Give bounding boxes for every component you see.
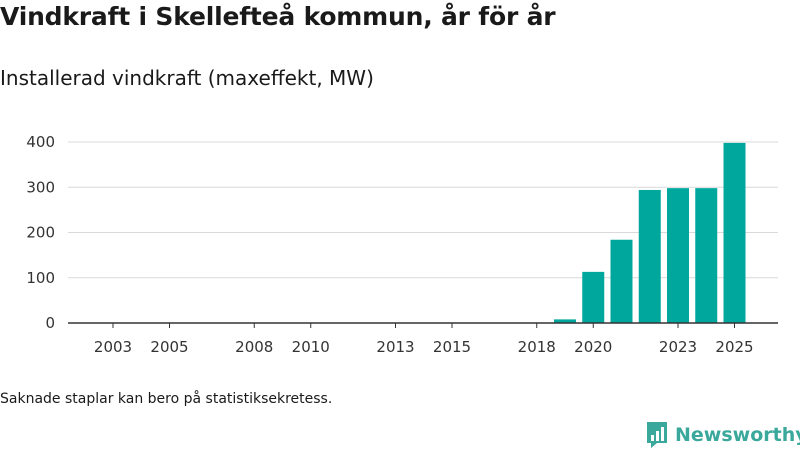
- bar: [695, 188, 718, 323]
- y-tick-label: 100: [26, 269, 55, 287]
- bar: [723, 142, 746, 323]
- newsworthy-logo[interactable]: Newsworthy: [645, 420, 800, 450]
- x-tick-label: 2023: [659, 338, 697, 356]
- chart-title: Vindkraft i Skellefteå kommun, år för år: [0, 2, 556, 31]
- x-tick-label: 2025: [715, 338, 753, 356]
- x-tick-label: 2010: [292, 338, 330, 356]
- bar: [667, 188, 689, 323]
- brand-name: Newsworthy: [675, 424, 800, 446]
- x-tick-label: 2018: [518, 338, 556, 356]
- newsworthy-icon: [647, 422, 667, 448]
- bar: [554, 319, 576, 323]
- x-tick-label: 2020: [574, 338, 612, 356]
- y-tick-label: 300: [26, 178, 55, 196]
- x-tick-label: 2013: [376, 338, 414, 356]
- y-tick-label: 0: [45, 314, 55, 332]
- bar: [610, 239, 633, 323]
- y-tick-label: 200: [26, 224, 55, 242]
- x-tick-label: 2015: [433, 338, 471, 356]
- footnote: Saknade staplar kan bero på statistiksek…: [0, 391, 333, 407]
- x-tick-label: 2003: [94, 338, 132, 356]
- x-tick-label: 2008: [235, 338, 273, 356]
- bar: [582, 271, 605, 323]
- x-tick-label: 2005: [150, 338, 188, 356]
- chart-subtitle: Installerad vindkraft (maxeffekt, MW): [0, 66, 374, 90]
- bar: [638, 189, 661, 323]
- y-tick-label: 400: [26, 133, 55, 151]
